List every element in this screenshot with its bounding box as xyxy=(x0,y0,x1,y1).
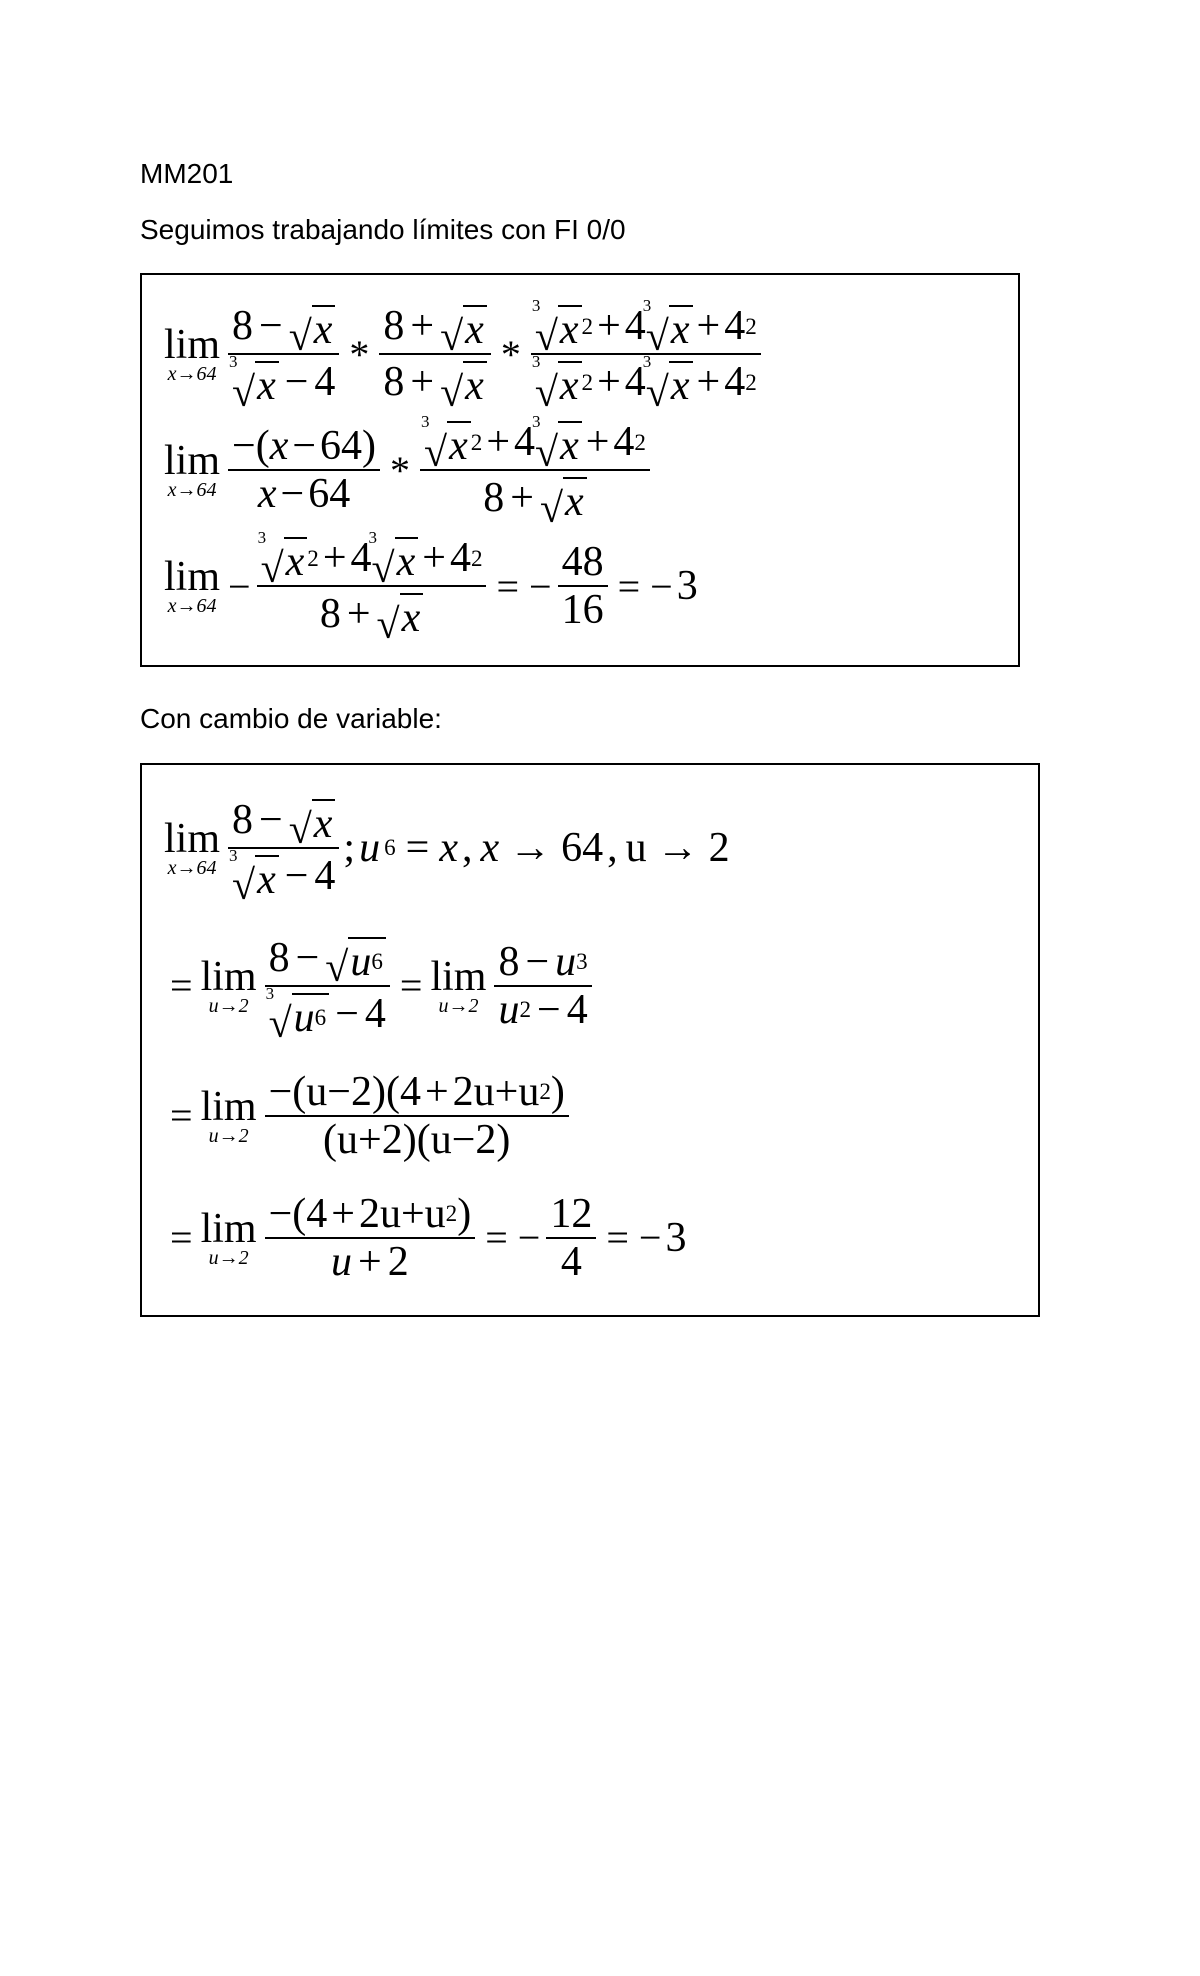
document-page: MM201 Seguimos trabajando límites con FI… xyxy=(0,0,1200,1445)
fraction: 8 − √x 3√x − 4 xyxy=(228,793,339,903)
equation-row: lim x→64 −(x − 64) x − 64 * 3√x xyxy=(164,415,1000,525)
fraction: 8 − u3 u2 − 4 xyxy=(494,939,591,1033)
course-code: MM201 xyxy=(140,150,1060,198)
sqrt: √ x xyxy=(289,301,336,351)
limit: lim x→64 xyxy=(164,324,220,384)
subtitle-2: Con cambio de variable: xyxy=(140,695,1060,743)
fraction: − (u− 2) (4 + 2 u + u2) (u+ 2) (u− 2) xyxy=(265,1069,569,1163)
fraction: 3√x2 + 4 3√x + 42 8 + √x xyxy=(257,531,487,641)
substitution-text: ; u6 = x, x → 64, u → 2 xyxy=(343,824,729,872)
fraction: 8 + √x 8 + √x xyxy=(379,299,490,409)
equation-row: lim x→64 − 3√x2 + 4 3√x + 42 8 + √x xyxy=(164,531,1000,641)
math-box-1: lim x→64 8 − √ x 3 √ xyxy=(140,273,1020,667)
fraction: − (4 + 2 u + u2) u + 2 xyxy=(265,1191,476,1285)
equation-row: = lim u→2 − (4 + 2 u + u2) u + 2 xyxy=(164,1191,1018,1285)
equation-row: = lim u→2 8 − √u6 3√u6 − 4 = xyxy=(164,931,1018,1041)
subtitle: Seguimos trabajando límites con FI 0/0 xyxy=(140,206,1060,254)
fraction: 3√x2 + 4 3√x + 42 8 + √x xyxy=(420,415,650,525)
math-box-2: lim x→64 8 − √x 3√x − 4 ; u6 = xyxy=(140,763,1040,1317)
fraction: 12 4 xyxy=(546,1191,596,1285)
equation-row: lim x→64 8 − √ x 3 √ xyxy=(164,299,1000,409)
fraction: 8 − √ x 3 √ x − 4 xyxy=(228,299,339,409)
equation-row: lim x→64 8 − √x 3√x − 4 ; u6 = xyxy=(164,793,1018,903)
fraction: 8 − √u6 3√u6 − 4 xyxy=(265,931,390,1041)
cbrt: 3 √ x xyxy=(232,357,279,407)
equation-row: = lim u→2 − (u− 2) (4 + 2 u + u2) (u+ 2) xyxy=(164,1069,1018,1163)
fraction: 3√x2 + 4 3√x + 42 3√x2 + 4 3√x + 42 xyxy=(531,299,761,409)
fraction: −(x − 64) x − 64 xyxy=(228,423,380,517)
fraction: 48 16 xyxy=(558,539,608,633)
